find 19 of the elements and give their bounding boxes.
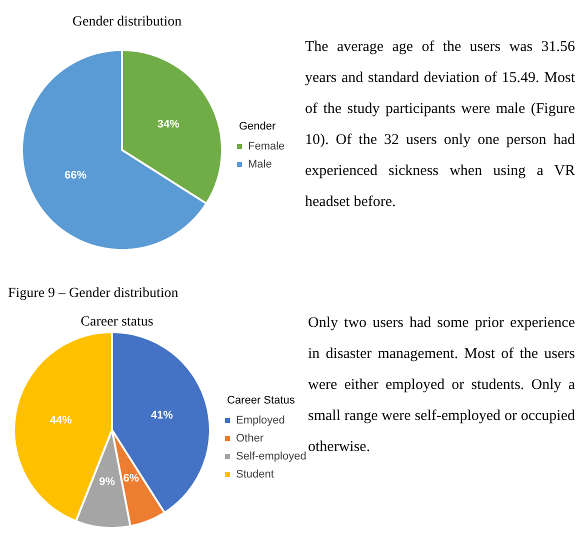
- data-label: 44%: [50, 414, 72, 426]
- legend-title: Career Status: [227, 394, 296, 406]
- data-label: 41%: [150, 409, 174, 422]
- legend-label: Male: [248, 158, 272, 170]
- text: Only two users had some prior experience in disaster management. Most of the users were either employed or students. Only a small range were self-employed or occupied otherwise.: [308, 314, 575, 457]
- legend-label: Self-employed: [236, 450, 306, 462]
- data-label: 6%: [123, 472, 140, 484]
- data-label: 9%: [99, 476, 116, 488]
- chart-title: Gender distribution: [72, 14, 182, 30]
- data-label: 66%: [64, 170, 87, 182]
- legend-label: Female: [248, 140, 285, 152]
- legend-label: Other: [236, 432, 264, 444]
- legend-label: Student: [236, 468, 274, 480]
- legend-label: Employed: [236, 414, 285, 426]
- text: The average age of the users was 31.56 years and standard deviation of 15.49. Most of the study participants were male (Figure 10). Of the 32 users only one person had experienced sickness when using a VR headset before.: [305, 38, 575, 212]
- caption: Figure 9 – Gender distribution: [8, 286, 178, 302]
- chart-title: Career status: [80, 314, 154, 330]
- legend-title: Gender: [239, 120, 276, 132]
- data-label: 34%: [157, 118, 180, 130]
